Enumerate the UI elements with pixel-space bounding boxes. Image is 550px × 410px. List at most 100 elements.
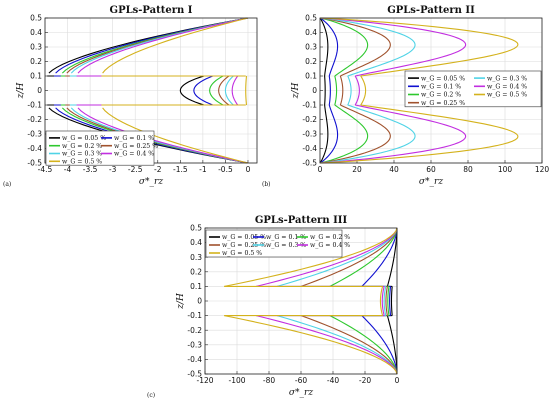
series-line xyxy=(383,286,387,316)
series-line xyxy=(361,227,398,287)
x-tick-label: 0 xyxy=(318,165,323,174)
series-line xyxy=(319,104,519,164)
x-tick-label: -0.5 xyxy=(218,165,233,174)
y-tick-label: 0.5 xyxy=(305,14,317,23)
series-line xyxy=(245,75,248,106)
series-line xyxy=(319,17,391,77)
series-line xyxy=(385,286,388,316)
x-tick-label: -60 xyxy=(295,376,307,385)
x-tick-label: -100 xyxy=(228,376,245,385)
panel-label: (a) xyxy=(3,181,11,188)
legend-label: w_G = 0.25 % xyxy=(421,100,465,107)
panel-label: (b) xyxy=(262,181,271,188)
series-line xyxy=(319,104,369,164)
y-axis-label: z/H xyxy=(16,83,26,100)
series-line xyxy=(319,104,391,164)
series-line xyxy=(319,17,369,77)
y-tick-label: 0.3 xyxy=(305,43,317,52)
x-axis-label: σ*_rz xyxy=(419,177,443,187)
y-tick-label: 0.4 xyxy=(305,28,317,37)
legend-label: w_G = 0.3 % xyxy=(487,75,527,82)
y-tick-label: -0.3 xyxy=(187,340,202,349)
legend-box xyxy=(404,70,542,108)
x-axis-label: σ*_rz xyxy=(139,177,163,187)
series-line xyxy=(319,17,339,77)
series-line xyxy=(224,315,398,375)
series-line xyxy=(319,17,329,77)
x-tick-label: 0 xyxy=(246,165,251,174)
series-line xyxy=(386,227,398,287)
x-tick-label: -3 xyxy=(109,165,117,174)
y-tick-label: 0.1 xyxy=(190,282,202,291)
series-line xyxy=(329,227,398,287)
y-tick-label: -0.4 xyxy=(187,355,202,364)
chart-panel-c: -120 -100 -80 -60 -40 -20 0 -0.5 -0.4 -0.3 -0.2 -0.… xyxy=(147,215,400,399)
legend-label: w_G = 0.5 % xyxy=(487,92,527,99)
x-tick-label: 60 xyxy=(426,165,436,174)
series-line xyxy=(276,315,398,375)
series-line xyxy=(193,75,214,106)
x-tick-label: -2 xyxy=(154,165,162,174)
series-line xyxy=(319,17,416,77)
y-tick-label: -0.5 xyxy=(187,370,202,379)
series-line xyxy=(319,104,339,164)
x-tick-label: -4 xyxy=(64,165,72,174)
x-tick-label: 20 xyxy=(352,165,362,174)
y-tick-label: 0.4 xyxy=(190,238,202,247)
series-line xyxy=(379,286,384,316)
series-line xyxy=(319,17,467,77)
series-line xyxy=(319,17,519,77)
y-tick-label: 0.1 xyxy=(30,72,42,81)
legend-label: w_G = 0.05 % xyxy=(421,75,465,82)
chart-title: GPLs-Pattern III xyxy=(255,215,348,226)
y-axis-label: z/H xyxy=(291,83,301,100)
y-tick-label: 0.2 xyxy=(305,57,317,66)
series-line xyxy=(347,75,352,106)
legend-label: w_G = 0.2 % xyxy=(62,143,102,150)
x-tick-label: -3.5 xyxy=(83,165,98,174)
series-line xyxy=(276,227,398,287)
legend-label: w_G = 0.3 % xyxy=(62,151,102,158)
y-tick-label: 0 xyxy=(37,86,42,95)
y-tick-label: 0.4 xyxy=(30,28,42,37)
y-axis-label: z/H xyxy=(176,293,186,310)
x-tick-label: -80 xyxy=(263,376,275,385)
panel-label: (c) xyxy=(147,392,155,399)
legend-label: w_G = 0.5 % xyxy=(222,250,262,257)
series-line xyxy=(381,286,385,316)
x-tick-label: -4.5 xyxy=(38,165,53,174)
y-tick-label: 0 xyxy=(312,86,317,95)
y-tick-label: -0.5 xyxy=(302,159,317,168)
y-tick-label: -0.1 xyxy=(27,101,42,110)
y-tick-label: 0.3 xyxy=(190,253,202,262)
series-line xyxy=(389,286,392,316)
chart-panel-a: -4.5 -4 -3.5 -3 -2.5 -2 -1.5 -1 -0.5 0 -0.5 -0.4 -0.… xyxy=(3,5,258,188)
y-tick-label: 0.2 xyxy=(30,57,42,66)
chart-title: GPLs-Pattern I xyxy=(110,5,193,16)
y-tick-label: -0.3 xyxy=(27,130,42,139)
series-line xyxy=(300,315,398,375)
y-tick-label: -0.1 xyxy=(187,311,202,320)
legend-label: w_G = 0.1 % xyxy=(114,135,154,142)
x-tick-label: -2.5 xyxy=(128,165,143,174)
plot-frame xyxy=(319,17,543,164)
legend-label: w_G = 0.1 % xyxy=(266,234,306,241)
legend-label: w_G = 0.4 % xyxy=(310,242,350,249)
y-tick-label: 0.2 xyxy=(190,267,202,276)
y-tick-label: 0 xyxy=(197,297,202,306)
series-line xyxy=(256,315,398,375)
series-line xyxy=(328,75,331,106)
legend-label: w_G = 0.05 % xyxy=(62,135,106,142)
y-tick-label: 0.5 xyxy=(190,224,202,233)
legend-label: w_G = 0.3 % xyxy=(266,242,306,249)
series-line xyxy=(339,75,344,106)
y-tick-label: 0.1 xyxy=(305,72,317,81)
legend-label: w_G = 0.05 % xyxy=(222,234,266,241)
series-line xyxy=(319,104,416,164)
series-line xyxy=(390,286,393,316)
chart-panel-b: 0 20 40 60 80 100 120 -0.5 -0.4 -0.3 -0.2 -0.1 0 0.1 0… xyxy=(262,5,549,188)
series-line xyxy=(231,75,239,106)
legend-label: w_G = 0.1 % xyxy=(421,84,461,91)
chart-title: GPLs-Pattern II xyxy=(387,5,475,16)
series-line xyxy=(387,286,390,316)
